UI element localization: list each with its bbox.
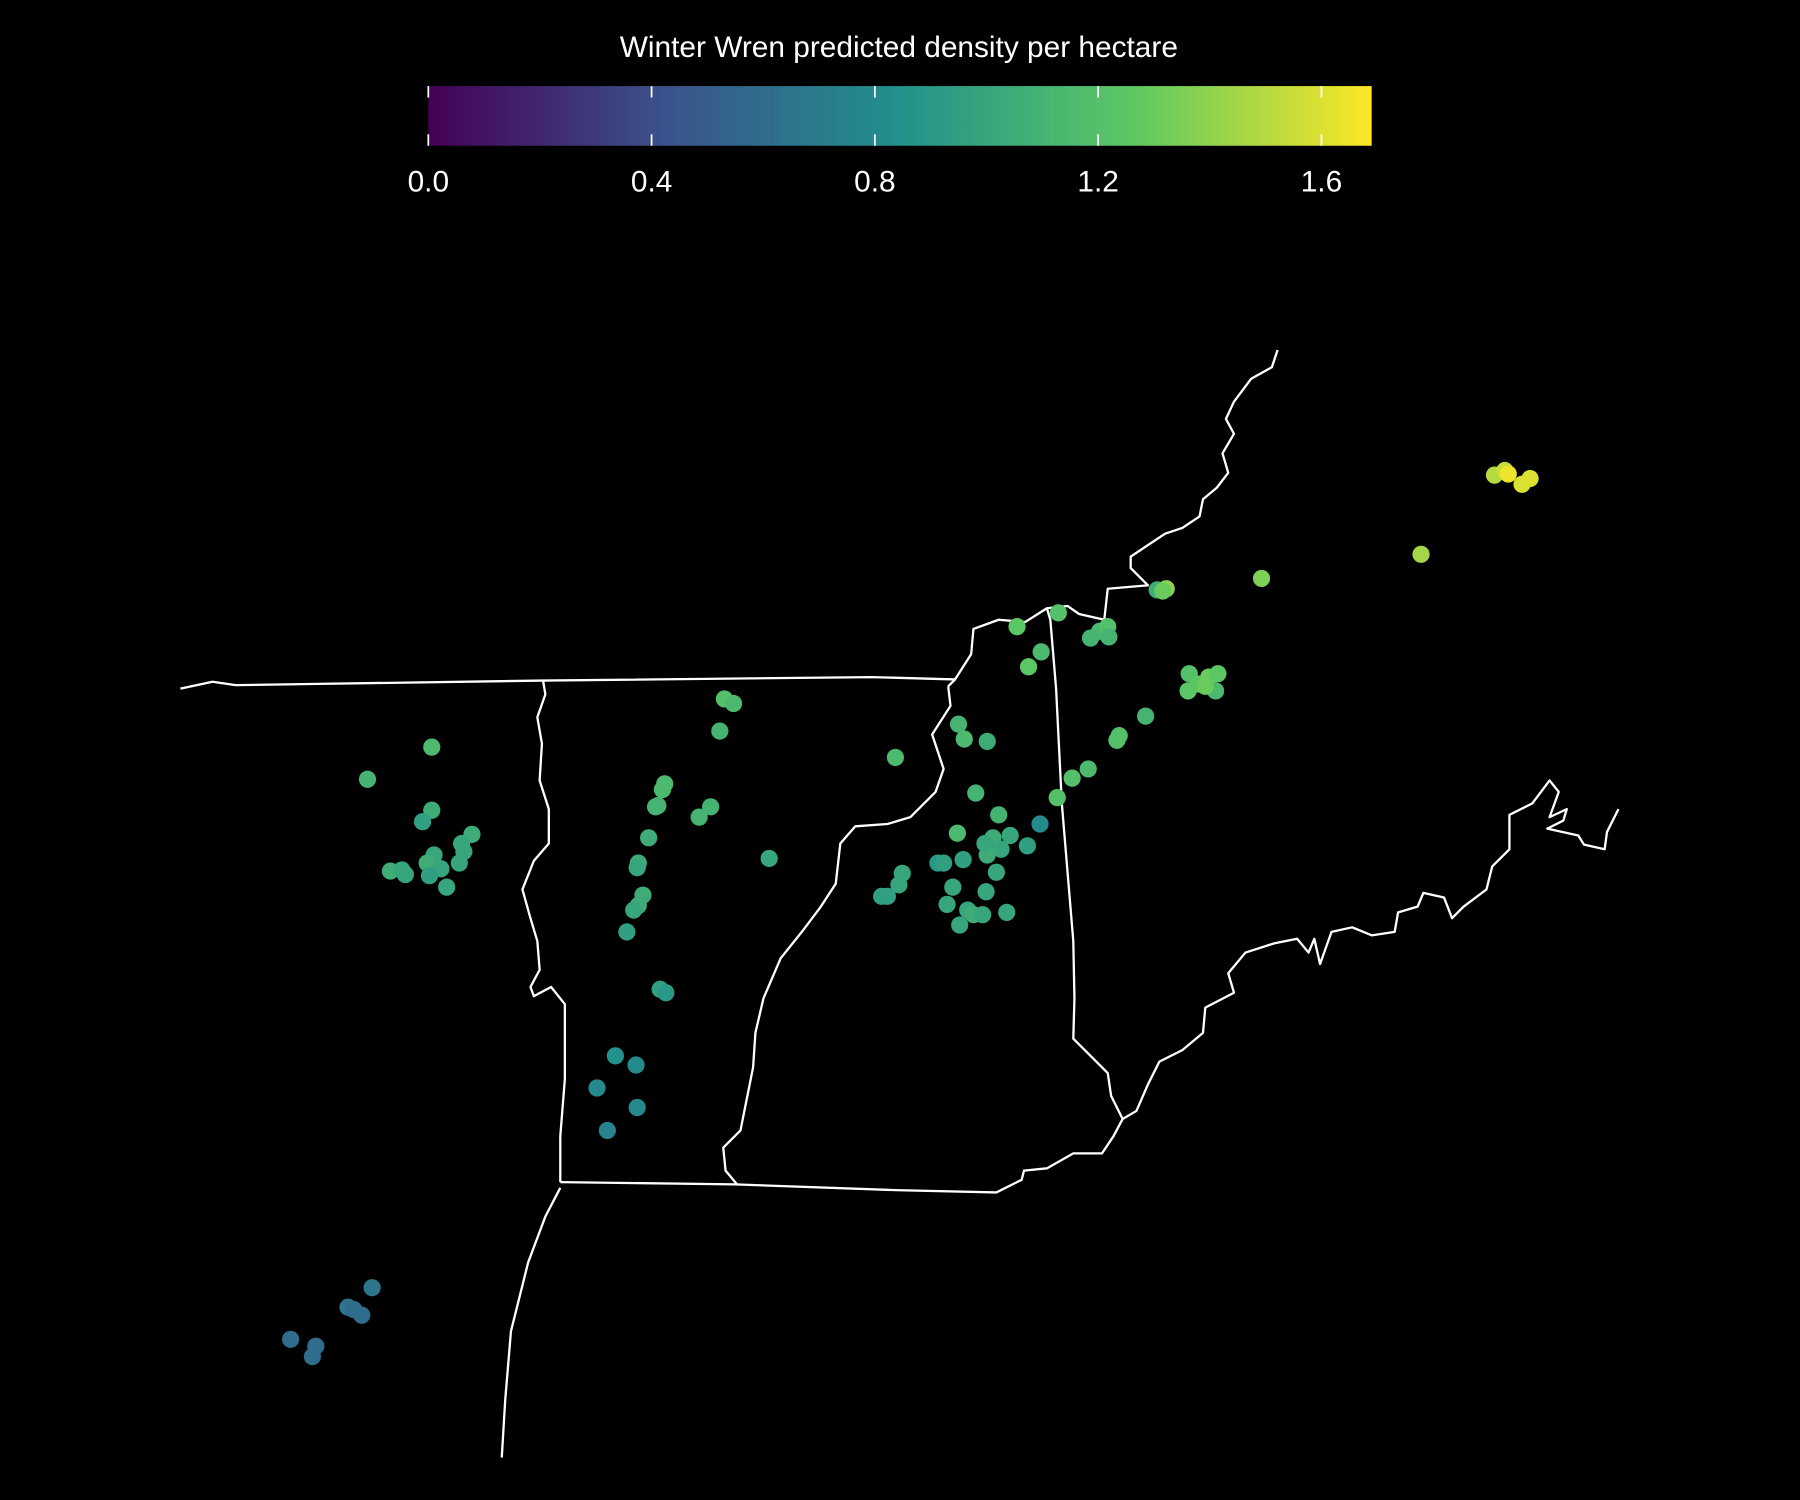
site-point — [1081, 629, 1100, 647]
site-point — [1001, 826, 1019, 845]
site-point — [606, 1047, 624, 1065]
site-point — [1079, 760, 1097, 778]
site-point — [1008, 618, 1026, 636]
colorbar-tick-label: 0.8 — [854, 166, 895, 199]
site-point — [711, 722, 729, 740]
site-point — [1019, 658, 1038, 676]
site-point — [640, 829, 658, 847]
site-point — [998, 903, 1016, 922]
site-point — [625, 901, 643, 919]
site-point — [627, 1056, 645, 1074]
site-point — [1154, 582, 1172, 600]
site-point — [878, 887, 896, 905]
site-point — [653, 780, 672, 799]
site-point — [935, 854, 953, 872]
legend-title: Winter Wren predicted density per hectar… — [620, 31, 1178, 64]
site-point — [724, 694, 743, 713]
site-point — [954, 850, 972, 869]
site-point — [1209, 665, 1227, 683]
site-point — [353, 1306, 371, 1324]
site-point — [303, 1347, 322, 1366]
site-point — [987, 863, 1006, 881]
site-point — [990, 806, 1008, 824]
site-point — [1049, 604, 1067, 622]
site-point — [951, 916, 969, 934]
site-point — [1499, 465, 1517, 483]
site-point — [976, 834, 994, 853]
site-point — [1252, 569, 1271, 588]
site-point — [938, 895, 956, 913]
site-point — [657, 984, 675, 1002]
site-point — [598, 1121, 616, 1140]
site-point — [413, 813, 432, 831]
border — [180, 675, 956, 690]
border — [1045, 607, 1620, 1121]
site-point — [1048, 789, 1066, 807]
site-point — [1032, 643, 1050, 661]
site-point — [646, 798, 665, 816]
site-point — [628, 1098, 646, 1117]
site-point — [618, 923, 636, 941]
site-point — [1136, 707, 1155, 725]
site-point — [690, 808, 708, 826]
site-point — [949, 715, 968, 733]
site-point — [363, 1279, 381, 1297]
site-point — [890, 876, 908, 894]
site-point — [1031, 815, 1049, 833]
site-point — [944, 878, 962, 896]
site-point — [628, 859, 646, 877]
colorbar — [428, 86, 1372, 146]
colorbar-tick-label: 1.2 — [1077, 166, 1118, 199]
site-point — [974, 906, 992, 924]
site-point — [423, 738, 441, 756]
site-point — [393, 861, 411, 879]
site-point — [955, 730, 973, 748]
site-point — [1196, 677, 1214, 695]
site-point — [1412, 545, 1430, 563]
site-point — [281, 1330, 300, 1348]
site-point — [992, 840, 1010, 858]
colorbar-tick-label: 0.4 — [631, 166, 672, 199]
colorbar-tick-label: 0.0 — [408, 166, 449, 199]
site-point — [1521, 469, 1539, 488]
border — [560, 1118, 1124, 1194]
site-point — [978, 732, 996, 750]
site-point — [1108, 731, 1126, 749]
site-point — [977, 883, 995, 901]
site-point — [1063, 769, 1081, 787]
site-point — [423, 801, 441, 819]
site-point — [358, 770, 377, 788]
site-point — [702, 798, 720, 816]
site-point — [1179, 682, 1197, 700]
border — [722, 686, 952, 1186]
site-point — [886, 748, 905, 767]
site-point — [1018, 837, 1036, 855]
site-point — [1100, 628, 1118, 646]
site-point — [450, 854, 468, 872]
site-point — [760, 849, 778, 868]
site-point — [967, 784, 985, 802]
site-point — [948, 824, 966, 842]
site-point — [588, 1079, 606, 1097]
colorbar-tick-label: 1.6 — [1301, 166, 1342, 199]
site-point — [420, 867, 439, 885]
site-point — [438, 878, 456, 896]
border — [500, 1187, 562, 1458]
border — [521, 680, 567, 1183]
